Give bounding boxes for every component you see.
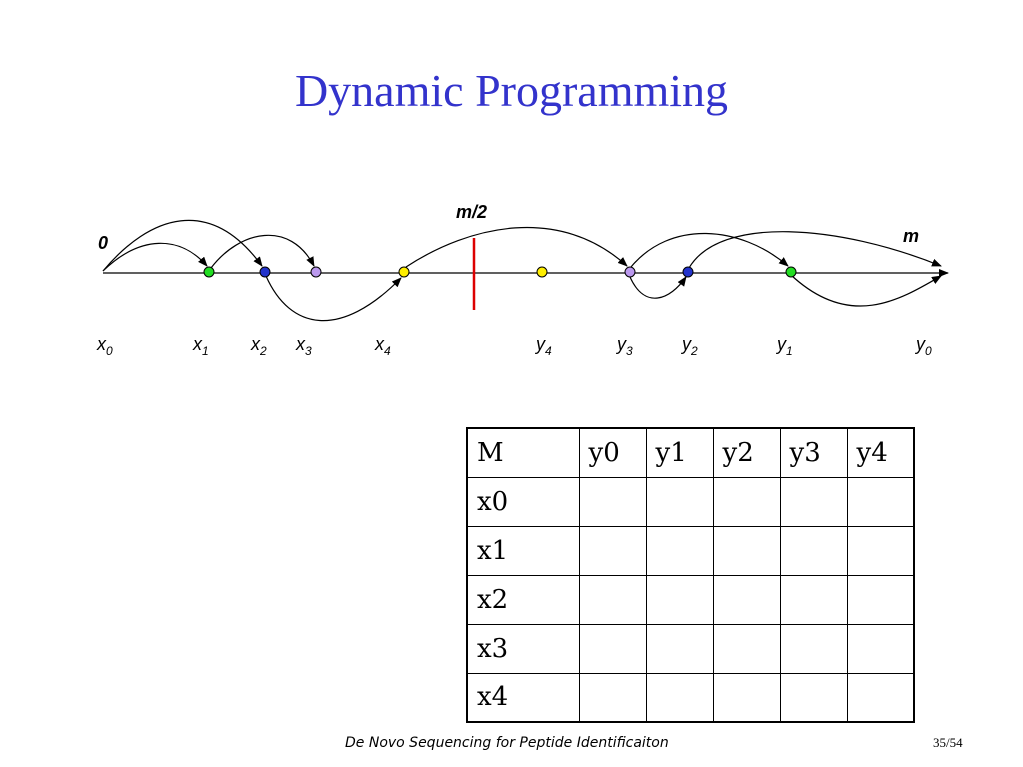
dot-x4 [398,266,410,278]
table-cell [779,623,848,674]
dot-x3 [310,266,322,278]
table-cell: x3 [466,623,580,674]
table-cell [578,525,647,576]
arc-x1-x3 [210,234,315,269]
page-number: 35/54 [933,735,963,750]
table-cell [645,476,714,527]
footer-title: De Novo Sequencing for Peptide Identific… [345,735,669,751]
dot-x2 [259,266,271,278]
table-cell [712,574,781,625]
dot-y1 [785,266,797,278]
table-row: x2 [466,574,915,625]
table-cell [712,623,781,674]
label-x2: x2 [250,334,267,358]
table-cell: x4 [466,672,580,723]
table-header-cell: y0 [578,427,647,478]
table-cell: x1 [466,525,580,576]
table-cell [846,574,915,625]
table-cell [645,623,714,674]
label-y1: y1 [775,334,793,358]
label-m: m [903,226,919,246]
label-y0: y0 [914,334,932,358]
label-x3: x3 [295,334,312,358]
arc-y3-y1 [630,232,789,268]
table-cell [712,476,781,527]
arc-y1-y0 [790,274,942,307]
dot-y4 [536,266,548,278]
table-header-cell: y4 [846,427,915,478]
table-row: x3 [466,623,915,674]
table-header-cell: y2 [712,427,781,478]
table-cell [779,574,848,625]
label-x4: x4 [374,334,391,358]
table-row: x4 [466,672,915,723]
label-y4: y4 [534,334,552,358]
table-cell [578,574,647,625]
point-dots [203,266,797,278]
table-cell [779,525,848,576]
table-cell [578,476,647,527]
table-cell [779,476,848,527]
label-y2: y2 [680,334,698,358]
spectrum-diagram: 0 m m/2 x0 x1 x2 x3 x4 y4 y3 y2 y1 y0 [96,202,949,358]
table-cell [846,525,915,576]
table-cell [578,623,647,674]
arc-x0-x2 [102,219,263,272]
label-zero: 0 [98,233,108,253]
dot-x1 [203,266,215,278]
point-labels: x0 x1 x2 x3 x4 y4 y3 y2 y1 y0 [96,334,932,358]
dot-y2 [682,266,694,278]
table-cell [645,672,714,723]
table-cell [846,672,915,723]
label-y3: y3 [615,334,633,358]
arc-y3-y2 [629,276,687,299]
table-row: x1 [466,525,915,576]
transition-arcs [102,219,942,322]
table-cell [645,525,714,576]
arc-x0-x1 [102,242,208,272]
table-header-cell: y1 [645,427,714,478]
table-header-cell: M [466,427,580,478]
table-header-cell: y3 [779,427,848,478]
table-cell: x2 [466,574,580,625]
table-row: x0 [466,476,915,527]
arc-y2-y0 [688,231,942,269]
table-cell [846,476,915,527]
label-x0: x0 [96,334,113,358]
dot-y3 [624,266,636,278]
arc-x2-x4 [265,275,402,322]
table-cell [645,574,714,625]
table-cell [578,672,647,723]
table-cell [712,672,781,723]
arc-x4-y3 [405,226,628,268]
table-cell: x0 [466,476,580,527]
table-cell [846,623,915,674]
slide-title: Dynamic Programming [294,65,729,116]
label-x1: x1 [192,334,209,358]
label-half-mass: m/2 [456,202,487,222]
table-cell [712,525,781,576]
table-cell [779,672,848,723]
